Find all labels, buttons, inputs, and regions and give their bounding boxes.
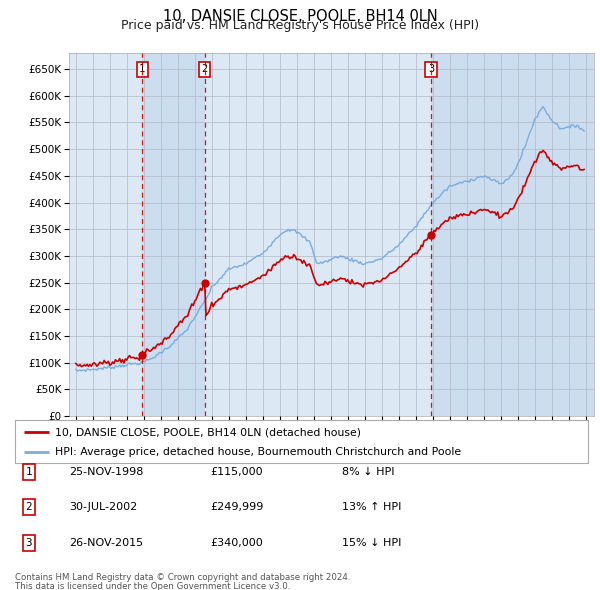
Text: 2: 2 — [202, 64, 208, 74]
Text: 1: 1 — [139, 64, 145, 74]
Text: 10, DANSIE CLOSE, POOLE, BH14 0LN (detached house): 10, DANSIE CLOSE, POOLE, BH14 0LN (detac… — [55, 427, 361, 437]
Text: 3: 3 — [26, 538, 32, 548]
Bar — [142, 53, 205, 416]
Text: HPI: Average price, detached house, Bournemouth Christchurch and Poole: HPI: Average price, detached house, Bour… — [55, 447, 461, 457]
Text: 2: 2 — [26, 503, 32, 512]
Text: £249,999: £249,999 — [210, 503, 263, 512]
Text: This data is licensed under the Open Government Licence v3.0.: This data is licensed under the Open Gov… — [15, 582, 290, 590]
Text: 10, DANSIE CLOSE, POOLE, BH14 0LN: 10, DANSIE CLOSE, POOLE, BH14 0LN — [163, 9, 437, 24]
Text: 13% ↑ HPI: 13% ↑ HPI — [342, 503, 401, 512]
Text: 25-NOV-1998: 25-NOV-1998 — [69, 467, 143, 477]
Text: £340,000: £340,000 — [210, 538, 263, 548]
Text: 30-JUL-2002: 30-JUL-2002 — [69, 503, 137, 512]
Text: 15% ↓ HPI: 15% ↓ HPI — [342, 538, 401, 548]
Text: Contains HM Land Registry data © Crown copyright and database right 2024.: Contains HM Land Registry data © Crown c… — [15, 573, 350, 582]
Text: 26-NOV-2015: 26-NOV-2015 — [69, 538, 143, 548]
Text: 3: 3 — [428, 64, 434, 74]
Bar — [431, 53, 594, 416]
Text: £115,000: £115,000 — [210, 467, 263, 477]
Text: 8% ↓ HPI: 8% ↓ HPI — [342, 467, 395, 477]
Text: 1: 1 — [26, 467, 32, 477]
Text: Price paid vs. HM Land Registry's House Price Index (HPI): Price paid vs. HM Land Registry's House … — [121, 19, 479, 32]
